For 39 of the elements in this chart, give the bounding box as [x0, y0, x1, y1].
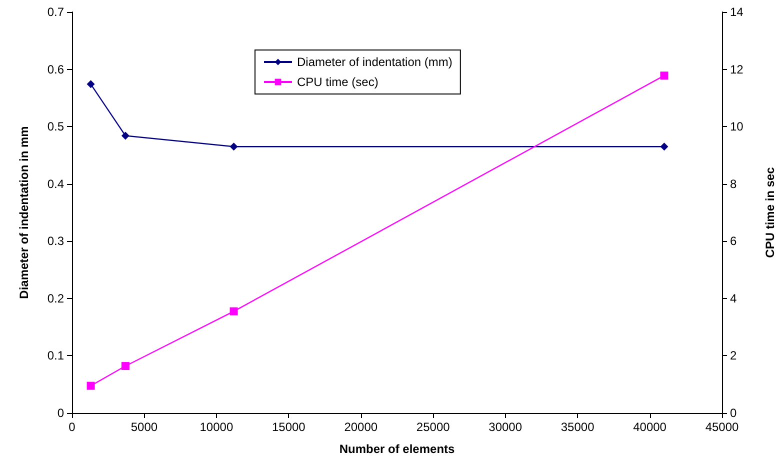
y2-tick-label: 4	[730, 291, 737, 306]
y-tick-label: 0.6	[47, 62, 64, 76]
x-tick-label: 25000	[416, 420, 450, 434]
y2-tick-label: 8	[730, 176, 737, 191]
y2-tick-label: 2	[730, 348, 737, 363]
y2-tick-label: 14	[730, 5, 744, 19]
x-tick-label: 10000	[200, 420, 234, 434]
legend-label: Diameter of indentation (mm)	[297, 55, 452, 69]
y-tick-label: 0	[57, 406, 64, 420]
point	[230, 142, 238, 151]
x-tick-label: 40000	[633, 420, 667, 434]
x-tick-label: 5000	[130, 420, 158, 434]
y2-tick-label: 0	[730, 406, 737, 420]
point	[660, 72, 668, 80]
x-tick-label: 45000	[705, 420, 740, 434]
y-tick-label: 0.1	[47, 348, 64, 363]
y-tick-label: 0.3	[47, 234, 64, 248]
y-tick-label: 0.5	[47, 120, 64, 134]
point	[86, 382, 95, 390]
point	[121, 132, 130, 140]
y-tick-label: 0.2	[47, 291, 64, 306]
y-tick-label: 0.7	[47, 5, 64, 19]
x-tick-label: 30000	[488, 420, 522, 434]
y-axis-title: Diameter of indentation in mm	[17, 126, 31, 299]
point	[230, 307, 238, 316]
y-tick-label: 0.4	[47, 176, 64, 191]
x-tick-label: 15000	[272, 420, 306, 434]
x-tick-label: 35000	[560, 420, 595, 434]
y2-tick-label: 6	[730, 234, 737, 248]
y2-axis-title: CPU time in sec	[763, 166, 777, 258]
x-tick-label: 20000	[344, 420, 378, 434]
y2-tick-label: 12	[730, 62, 744, 76]
point	[121, 362, 130, 370]
point	[660, 142, 668, 151]
legend-label: CPU time (sec)	[297, 75, 378, 89]
x-axis-title: Number of elements	[339, 442, 456, 456]
x-tick-label: 0	[68, 420, 76, 434]
point	[86, 80, 95, 88]
y2-tick-label: 10	[730, 120, 744, 134]
